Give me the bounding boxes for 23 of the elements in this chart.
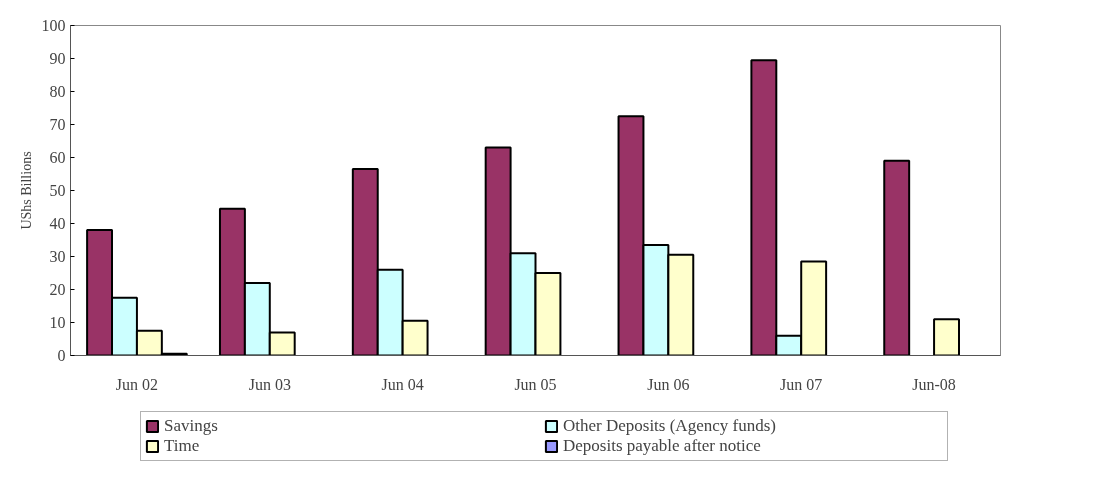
y-tick-label: 40 <box>49 215 66 232</box>
x-tick-label: Jun 07 <box>780 375 823 393</box>
y-tick-label: 10 <box>49 314 66 331</box>
y-tick-label: 60 <box>49 149 66 166</box>
legend-label: Deposits payable after notice <box>563 436 762 456</box>
x-tick-label: Jun-08 <box>912 375 956 393</box>
x-tick-label: Jun 03 <box>248 375 291 393</box>
y-tick-label: 20 <box>49 281 66 298</box>
legend-label: Time <box>164 436 201 456</box>
x-tick-label: Jun 04 <box>381 375 424 393</box>
y-axis-title: UShs Billions <box>18 151 34 230</box>
legend-label: Other Deposits (Agency funds) <box>563 416 777 436</box>
x-tick-label: Jun 05 <box>514 375 557 393</box>
y-tick-label: 90 <box>49 50 66 67</box>
y-tick-label: 80 <box>49 83 66 100</box>
x-tick-label: Jun 06 <box>647 375 690 393</box>
y-tick-label: 50 <box>49 182 66 199</box>
x-tick-label: Jun 02 <box>115 375 159 393</box>
legend-label: Savings <box>164 416 219 436</box>
y-tick-label: 30 <box>49 248 66 265</box>
y-tick-label: 0 <box>57 347 66 364</box>
y-tick-label: 100 <box>41 17 66 34</box>
y-tick-label: 70 <box>49 116 66 133</box>
